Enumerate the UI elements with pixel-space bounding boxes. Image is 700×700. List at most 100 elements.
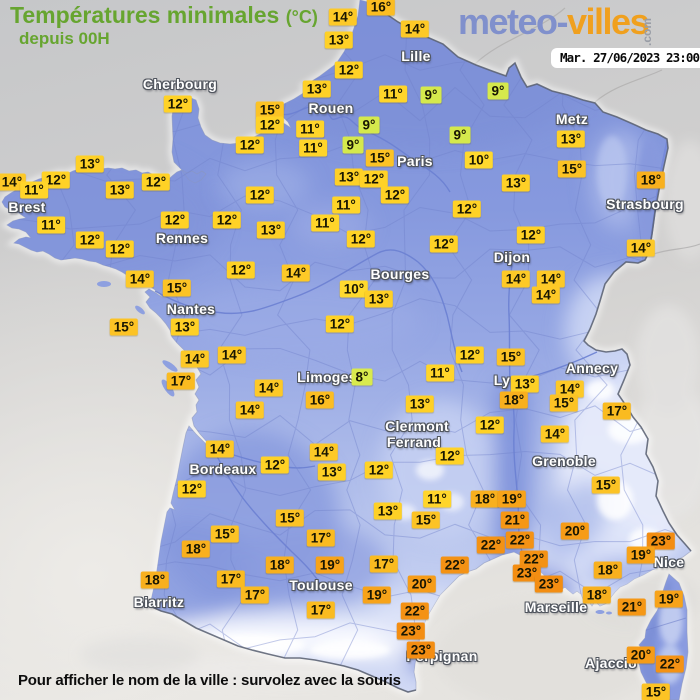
temp-label[interactable]: 12° [516, 226, 546, 244]
temp-label[interactable]: 10° [339, 280, 369, 298]
temp-label[interactable]: 15° [641, 683, 671, 700]
temp-label[interactable]: 22° [440, 556, 470, 574]
temp-label[interactable]: 11° [20, 181, 48, 199]
temp-label[interactable]: 22° [400, 602, 430, 620]
temp-label[interactable]: 23° [406, 641, 436, 659]
temp-label[interactable]: 15° [365, 149, 395, 167]
temp-label[interactable]: 21° [617, 598, 647, 616]
site-logo[interactable]: meteo-villes .com [458, 1, 654, 46]
temp-label[interactable]: 11° [332, 196, 360, 214]
temp-label[interactable]: 15° [411, 511, 441, 529]
temp-label[interactable]: 12° [235, 136, 265, 154]
temp-label[interactable]: 14° [309, 443, 339, 461]
temp-label[interactable]: 18° [582, 586, 612, 604]
temp-label[interactable]: 12° [105, 240, 135, 258]
temp-label[interactable]: 15° [162, 279, 192, 297]
temp-label[interactable]: 12° [212, 211, 242, 229]
temp-label[interactable]: 23° [534, 575, 564, 593]
temp-label[interactable]: 20° [560, 522, 590, 540]
temp-label[interactable]: 12° [455, 346, 485, 364]
temp-label[interactable]: 13° [334, 168, 364, 186]
temp-label[interactable]: 13° [556, 130, 586, 148]
temp-label[interactable]: 18° [181, 540, 211, 558]
temp-label[interactable]: 20° [407, 575, 437, 593]
temp-label[interactable]: 18° [499, 391, 529, 409]
temp-label[interactable]: 13° [510, 375, 540, 393]
temp-label[interactable]: 15° [109, 318, 139, 336]
temp-label[interactable]: 14° [540, 425, 570, 443]
temp-label[interactable]: 14° [328, 8, 358, 26]
temp-label[interactable]: 14° [531, 286, 561, 304]
temp-label[interactable]: 12° [160, 211, 190, 229]
temp-label[interactable]: 22° [476, 536, 506, 554]
temp-label[interactable]: 12° [435, 447, 465, 465]
temp-label[interactable]: 17° [306, 529, 336, 547]
temp-label[interactable]: 13° [256, 221, 286, 239]
temp-label[interactable]: 13° [501, 174, 531, 192]
temp-label[interactable]: 15° [549, 394, 579, 412]
temp-label[interactable]: 15° [496, 348, 526, 366]
temp-label[interactable]: 14° [217, 346, 247, 364]
temp-label[interactable]: 18° [593, 561, 623, 579]
temp-label[interactable]: 19° [362, 586, 392, 604]
temp-label[interactable]: 13° [405, 395, 435, 413]
temp-label[interactable]: 13° [302, 80, 332, 98]
temp-label[interactable]: 14° [626, 239, 656, 257]
temp-label[interactable]: 14° [501, 270, 531, 288]
temp-label[interactable]: 9° [342, 136, 364, 154]
temp-label[interactable]: 18° [636, 171, 666, 189]
temp-label[interactable]: 12° [41, 171, 71, 189]
temp-label[interactable]: 13° [364, 290, 394, 308]
temp-label[interactable]: 22° [655, 655, 685, 673]
temp-label[interactable]: 15° [557, 160, 587, 178]
temp-label[interactable]: 17° [166, 372, 196, 390]
temp-label[interactable]: 11° [299, 139, 327, 157]
temp-label[interactable]: 13° [170, 318, 200, 336]
temp-label[interactable]: 17° [306, 601, 336, 619]
temp-label[interactable]: 12° [452, 200, 482, 218]
temp-label[interactable]: 17° [602, 402, 632, 420]
temp-label[interactable]: 12° [334, 61, 364, 79]
temp-label[interactable]: 12° [141, 173, 171, 191]
temp-label[interactable]: 14° [0, 173, 27, 191]
temp-label[interactable]: 18° [140, 571, 170, 589]
temp-label[interactable]: 9° [420, 86, 442, 104]
temp-label[interactable]: 14° [400, 20, 430, 38]
temp-label[interactable]: 14° [125, 270, 155, 288]
temp-label[interactable]: 11° [423, 490, 451, 508]
temp-label[interactable]: 17° [369, 555, 399, 573]
temp-label[interactable]: 10° [464, 151, 494, 169]
temp-label[interactable]: 14° [205, 440, 235, 458]
temp-label[interactable]: 11° [379, 85, 407, 103]
temp-label[interactable]: 16° [305, 391, 335, 409]
temp-label[interactable]: 13° [105, 181, 135, 199]
temp-label[interactable]: 12° [359, 170, 389, 188]
temp-label[interactable]: 20° [626, 646, 656, 664]
temp-label[interactable]: 11° [37, 216, 65, 234]
temp-label[interactable]: 14° [254, 379, 284, 397]
temp-label[interactable]: 9° [487, 82, 509, 100]
temp-label[interactable]: 23° [646, 532, 676, 550]
temp-label[interactable]: 18° [265, 556, 295, 574]
temp-label[interactable]: 12° [177, 480, 207, 498]
temp-label[interactable]: 13° [317, 463, 347, 481]
temp-label[interactable]: 17° [240, 586, 270, 604]
temp-label[interactable]: 9° [358, 116, 380, 134]
temp-label[interactable]: 19° [497, 490, 527, 508]
temp-label[interactable]: 12° [245, 186, 275, 204]
temp-label[interactable]: 22° [505, 531, 535, 549]
temp-label[interactable]: 12° [163, 95, 193, 113]
temp-label[interactable]: 11° [426, 364, 454, 382]
temp-label[interactable]: 23° [512, 564, 542, 582]
temp-label[interactable]: 19° [654, 590, 684, 608]
temp-label[interactable]: 12° [380, 186, 410, 204]
temp-label[interactable]: 19° [315, 556, 345, 574]
temp-label[interactable]: 23° [396, 622, 426, 640]
temp-label[interactable]: 15° [210, 525, 240, 543]
temp-label[interactable]: 14° [235, 401, 265, 419]
temp-label[interactable]: 17° [216, 570, 246, 588]
temp-label[interactable]: 15° [275, 509, 305, 527]
temp-label[interactable]: 14° [180, 350, 210, 368]
temp-label[interactable]: 13° [324, 31, 354, 49]
